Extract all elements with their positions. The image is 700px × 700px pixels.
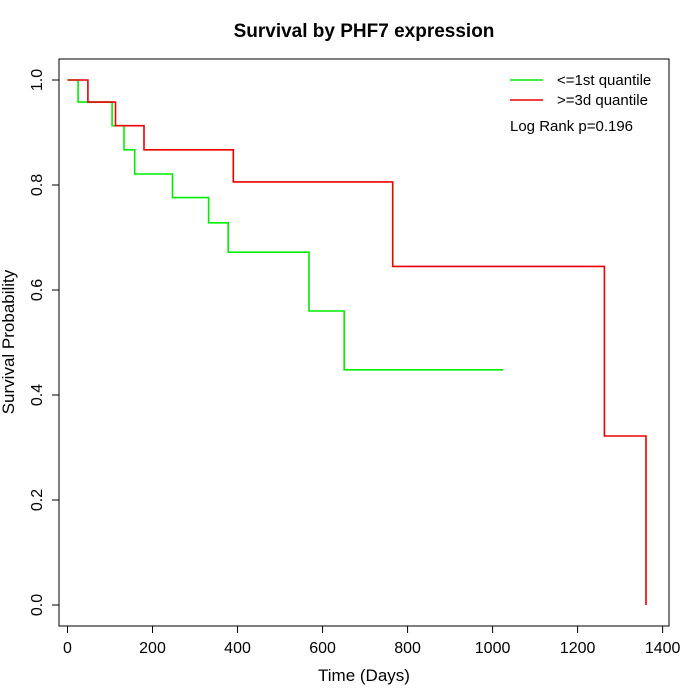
- x-tick-label: 600: [309, 640, 336, 657]
- chart-title: Survival by PHF7 expression: [234, 21, 495, 42]
- legend-label: >=3d quantile: [557, 92, 648, 109]
- y-tick-label: 0.4: [29, 384, 46, 406]
- y-tick-label: 0.2: [29, 489, 46, 511]
- y-tick-label: 0.6: [29, 279, 46, 301]
- series-line-1: [67, 79, 504, 371]
- legend: <=1st quantile >=3d quantile: [510, 72, 651, 109]
- x-axis: 0 200 400 600 800 1000 1200 1400: [63, 625, 681, 657]
- x-tick-label: 1400: [645, 640, 681, 657]
- x-tick-label: 200: [139, 640, 166, 657]
- legend-label: <=1st quantile: [557, 72, 651, 89]
- y-tick-label: 0.8: [29, 174, 46, 196]
- x-tick-label: 1200: [560, 640, 596, 657]
- x-tick-label: 1000: [475, 640, 511, 657]
- x-tick-label: 0: [63, 640, 72, 657]
- series-line-2: [67, 79, 647, 605]
- y-tick-label: 0.0: [29, 594, 46, 616]
- y-axis-label: Survival Probability: [0, 269, 18, 414]
- plot-frame: [58, 58, 670, 627]
- log-rank-annotation: Log Rank p=0.196: [510, 118, 633, 135]
- y-axis: 0.0 0.2 0.4 0.6 0.8 1.0: [29, 69, 60, 616]
- y-tick-label: 1.0: [29, 69, 46, 91]
- x-axis-label: Time (Days): [318, 666, 410, 685]
- series-layer: [67, 79, 647, 605]
- x-tick-label: 800: [394, 640, 421, 657]
- x-tick-label: 400: [224, 640, 251, 657]
